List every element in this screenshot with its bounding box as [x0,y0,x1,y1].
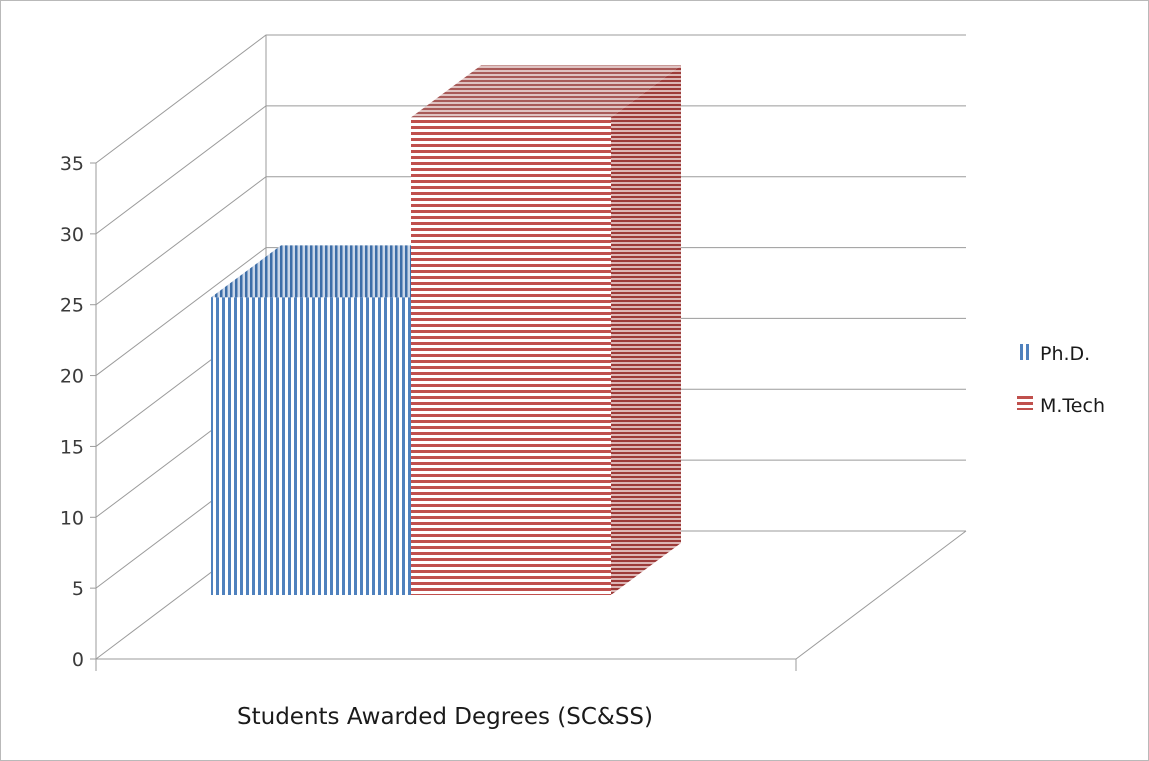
legend: Ph.D. M.Tech [1017,343,1105,417]
bar-front-face [411,117,611,596]
x-category-label: Students Awarded Degrees (SC&SS) [237,704,653,730]
y-tick-label-30: 30 [60,224,84,246]
legend-label-phd: Ph.D. [1040,343,1090,365]
gridline-25 [95,176,966,306]
gridline-35 [95,34,966,164]
legend-label-mtech: M.Tech [1040,395,1105,417]
bar-m-tech [411,65,681,596]
y-tick-label-35: 35 [60,153,84,175]
y-axis [90,162,97,660]
bar-front-face [211,297,411,595]
legend-swatch-phd [1017,344,1031,360]
y-tick-label-5: 5 [72,578,84,600]
bar-top-face [411,65,681,118]
gridline-20 [95,247,966,376]
bars [211,65,681,596]
legend-swatch-mtech [1017,396,1033,410]
y-tick-label-20: 20 [60,366,84,388]
y-tick-label-25: 25 [60,295,84,317]
y-tick-label-10: 10 [60,507,84,529]
legend-item-mtech: M.Tech [1017,395,1105,417]
legend-item-phd: Ph.D. [1017,343,1090,365]
bar-side-face [611,65,681,596]
y-tick-labels: 0 5 10 15 20 25 30 35 [60,153,84,671]
y-tick-label-0: 0 [72,649,84,671]
y-tick-label-15: 15 [60,436,84,458]
gridline-30 [95,105,966,235]
